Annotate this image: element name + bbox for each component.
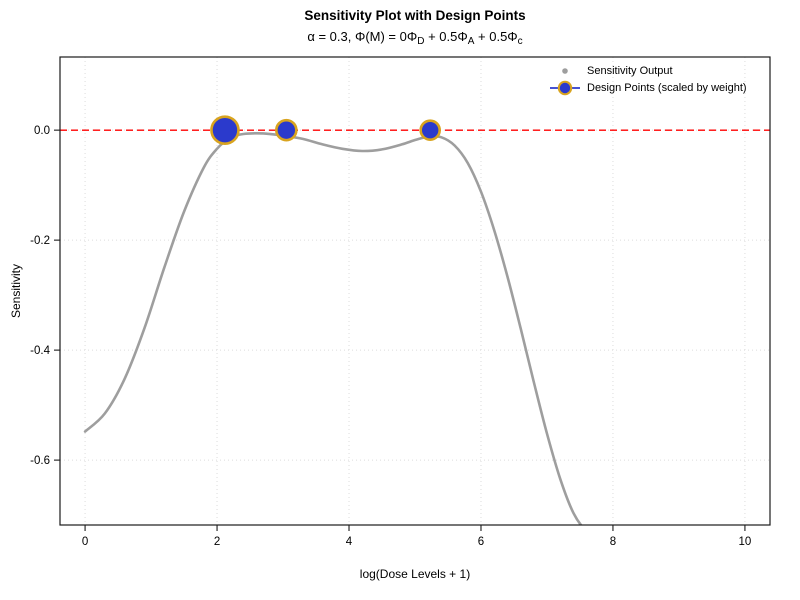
- y-tick-label: -0.6: [30, 455, 50, 467]
- x-tick-label: 4: [346, 536, 353, 548]
- design-point: [210, 115, 240, 145]
- y-tick-label: 0.0: [34, 125, 50, 137]
- x-tick-label: 8: [610, 536, 616, 548]
- legend-item-sensitivity-output: Sensitivity Output: [548, 62, 747, 79]
- legend-label-design-points: Design Points (scaled by weight): [587, 81, 747, 94]
- legend-item-design-points: Design Points (scaled by weight): [548, 79, 747, 96]
- x-tick-label: 6: [478, 536, 484, 548]
- chart-title: Sensitivity Plot with Design Points: [304, 8, 526, 23]
- sensitivity-curve: [83, 132, 583, 525]
- subtitle-subscript-d: D: [417, 36, 425, 47]
- subtitle-segment: + 0.5Φ: [424, 29, 468, 44]
- y-axis-label: Sensitivity: [9, 263, 23, 319]
- y-tick-label: -0.4: [30, 345, 50, 357]
- x-axis-label: log(Dose Levels + 1): [359, 567, 471, 581]
- subtitle-segment: α = 0.3, Φ(M) = 0Φ: [307, 29, 418, 44]
- design-point: [419, 119, 441, 141]
- design-point: [275, 118, 298, 142]
- design-point-icon: [548, 79, 582, 97]
- chart-subtitle: α = 0.3, Φ(M) = 0ΦD + 0.5ΦA + 0.5Φc: [60, 29, 770, 47]
- subtitle-segment: + 0.5Φ: [474, 29, 518, 44]
- x-tick-label: 0: [82, 536, 88, 548]
- y-tick-label: -0.2: [30, 235, 50, 247]
- x-tick-label: 10: [739, 536, 752, 548]
- gray-dot-icon: [548, 64, 582, 78]
- legend: Sensitivity Output Design Points (scaled…: [548, 62, 747, 96]
- legend-label-sensitivity-output: Sensitivity Output: [587, 64, 673, 77]
- subtitle-subscript-a: A: [467, 36, 475, 47]
- subtitle-subscript-c: c: [517, 36, 523, 47]
- x-tick-label: 2: [214, 536, 220, 548]
- plot-frame: [59, 56, 771, 526]
